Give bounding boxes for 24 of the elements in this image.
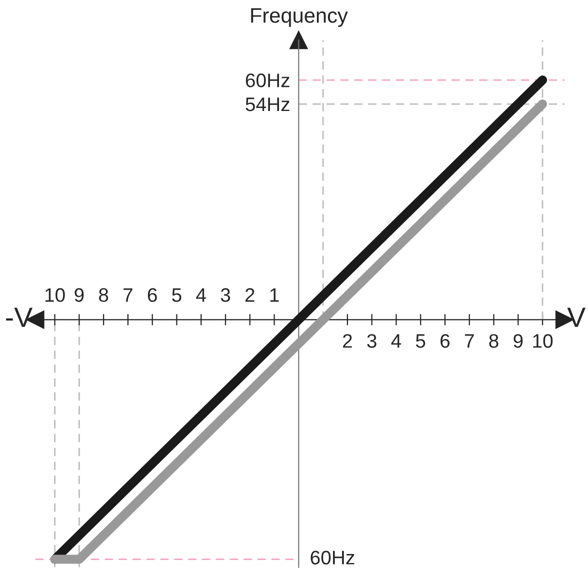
- y-tick-label: 54Hz: [246, 98, 290, 112]
- x2-tick-label: 5: [172, 288, 182, 302]
- x-tick-label: 7: [464, 334, 474, 348]
- x2-tick-label: 7: [124, 288, 132, 302]
- x-tick-label: 2: [343, 334, 352, 348]
- x2-tick-label: 3: [220, 288, 230, 302]
- x-tick-label: 9: [514, 334, 523, 348]
- x2-tick-label: 10: [45, 288, 65, 302]
- annotation: 60Hz: [310, 550, 354, 564]
- x-tick-label: 5: [416, 334, 426, 348]
- x2-tick-label: 9: [74, 288, 84, 302]
- x-tick-label: 10: [533, 334, 553, 348]
- x-axis-title: V: [567, 308, 586, 327]
- y-axis-title: Frequency: [251, 8, 348, 27]
- x2-tick-label: 6: [148, 288, 157, 302]
- x-tick-label: 4: [391, 334, 402, 348]
- x2-tick-label: 1: [270, 288, 279, 302]
- x2-tick-label: 4: [196, 288, 206, 302]
- x-tick-label: 3: [367, 334, 376, 348]
- text: -V: [6, 308, 33, 327]
- x-tick-label: 8: [489, 334, 498, 348]
- x-tick-label: 6: [440, 334, 450, 348]
- x2-tick-label: 2: [245, 288, 254, 302]
- x2-tick-label: 8: [99, 288, 108, 302]
